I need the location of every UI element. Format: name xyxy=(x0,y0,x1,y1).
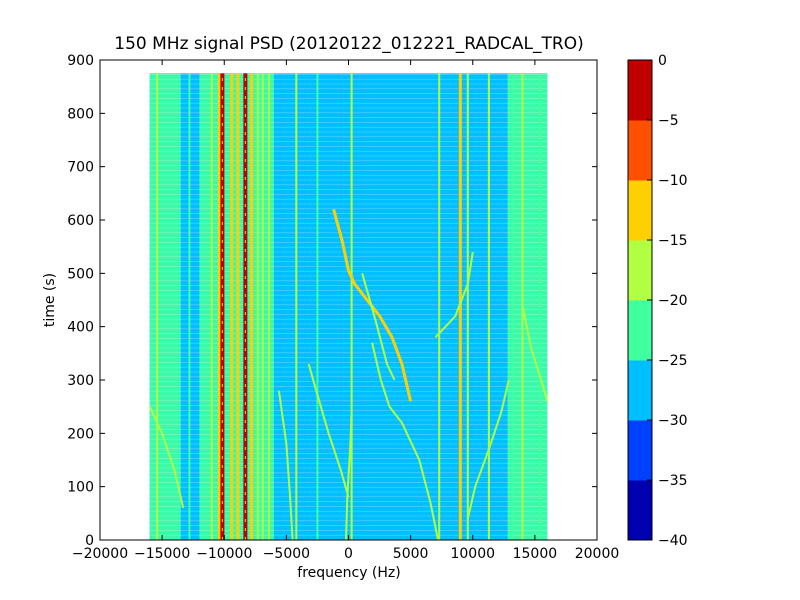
y-tick-label: 800 xyxy=(67,106,94,122)
colorbar-segment-7 xyxy=(628,60,652,121)
y-tick-label: 600 xyxy=(67,213,94,229)
y-tick-label: 700 xyxy=(67,160,94,176)
colorbar-segment-5 xyxy=(628,180,652,241)
x-tick-label: 15000 xyxy=(513,546,558,562)
y-tick-label: 200 xyxy=(67,426,94,442)
colorbar-tick-label: 0 xyxy=(658,53,667,69)
signal-trace-0 xyxy=(332,208,413,402)
x-tick-label: −5000 xyxy=(263,546,310,562)
y-tick-label: 400 xyxy=(67,320,94,336)
colorbar-tick-label: −5 xyxy=(658,113,679,129)
chart-title: 150 MHz signal PSD (20120122_012221_RADC… xyxy=(114,34,583,54)
colorbar-tick-label: −20 xyxy=(658,293,688,309)
x-tick-label: −15000 xyxy=(134,546,190,562)
signal-trace-2 xyxy=(307,363,350,498)
colorbar-tick-label: −25 xyxy=(658,353,688,369)
colorbar-tick-label: −15 xyxy=(658,233,688,249)
axes: −20000 −15000 −10000 −5000 0 5000 10000 15000 20… xyxy=(67,53,619,562)
heatmap-band-0 xyxy=(149,73,181,540)
signal-trace-5 xyxy=(361,273,396,381)
colorbar-tick-label: −30 xyxy=(658,413,688,429)
data-layer xyxy=(148,73,549,540)
colorbar-segment-3 xyxy=(628,300,652,361)
y-tick-label: 100 xyxy=(67,480,94,496)
colorbar-tick-label: −35 xyxy=(658,473,688,489)
x-tick-label: 10000 xyxy=(450,546,495,562)
colorbar-segment-0 xyxy=(628,480,652,541)
y-tick-label: 0 xyxy=(85,533,94,549)
x-tick-label: 0 xyxy=(344,546,353,562)
colorbar-segment-2 xyxy=(628,360,652,421)
signal-trace-3 xyxy=(345,411,353,540)
signal-trace-1 xyxy=(148,406,185,509)
colorbar-segment-6 xyxy=(628,120,652,181)
signal-trace-8 xyxy=(277,390,294,540)
colorbar-segment-4 xyxy=(628,240,652,301)
x-tick-label: 20000 xyxy=(575,546,620,562)
y-tick-label: 900 xyxy=(67,53,94,69)
colorbar-tick-label: −10 xyxy=(658,173,688,189)
colorbar: −40 −35 −30 −25 −20 −15 −10 −5 0 xyxy=(627,53,688,549)
y-tick-label: 500 xyxy=(67,266,94,282)
signal-trace-7 xyxy=(466,379,510,519)
signal-trace-9 xyxy=(521,305,549,402)
x-tick-label: 5000 xyxy=(393,546,429,562)
y-tick-label: 300 xyxy=(67,373,94,389)
y-axis-label: time (s) xyxy=(42,273,58,327)
colorbar-tick-label: −40 xyxy=(658,533,688,549)
colorbar-segment-1 xyxy=(628,420,652,481)
signal-trace-4 xyxy=(371,342,439,540)
plot-area xyxy=(148,73,549,540)
signal-trace-6 xyxy=(434,251,474,338)
x-axis-label: frequency (Hz) xyxy=(297,565,400,581)
x-tick-label: −20000 xyxy=(72,546,128,562)
x-tick-label: −10000 xyxy=(196,546,252,562)
